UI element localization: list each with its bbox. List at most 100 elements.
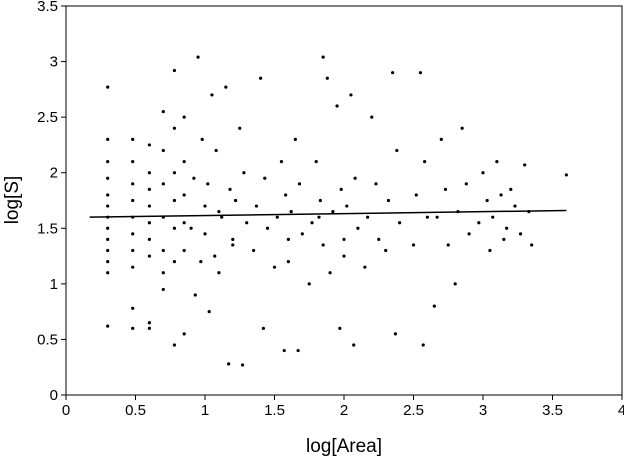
data-point [131,182,135,186]
data-point [231,243,235,247]
data-point [172,171,177,175]
data-point [286,237,290,241]
data-point [172,226,177,230]
y-tick-label: 0.5 [37,331,58,348]
data-point [192,176,196,180]
data-point [485,198,489,203]
data-point [228,187,232,191]
data-point [423,160,427,164]
data-point [425,215,429,219]
data-point [196,55,200,59]
data-point [245,221,249,225]
data-point [106,137,110,141]
data-point [352,343,356,347]
data-point [242,171,246,175]
data-point [335,104,339,108]
data-point [275,215,279,219]
data-point [172,126,177,130]
data-point [321,243,325,247]
data-point [432,304,436,308]
data-point [279,160,284,164]
data-point [206,182,210,186]
data-point [106,226,110,230]
data-point [131,232,135,236]
x-tick-label: 2.5 [403,402,424,419]
data-point [106,271,110,275]
data-point [265,226,270,230]
data-point [217,271,221,275]
y-tick-label: 1 [50,276,58,293]
data-point [353,176,357,180]
data-point [502,237,506,241]
data-point [131,248,135,253]
data-point [505,226,509,230]
data-point [349,93,353,97]
data-point [182,248,186,253]
x-tick-label: 0 [62,402,70,419]
data-point [217,210,221,214]
data-point [509,187,513,191]
data-point [282,348,286,353]
data-point [210,93,214,97]
data-point [254,204,259,208]
data-point [439,137,443,141]
data-point [289,210,293,214]
data-point [391,71,395,75]
data-point [366,215,370,219]
data-point [147,204,151,208]
data-point [460,126,464,130]
data-point [339,187,343,191]
data-point [286,260,290,264]
data-point [342,237,346,241]
x-tick-label: 3 [479,402,487,419]
data-point [395,148,399,153]
data-point [284,193,288,197]
data-point [106,176,110,180]
data-point [345,204,349,208]
data-point [338,326,342,330]
data-point [147,171,151,175]
data-point [106,160,110,164]
data-point [443,187,448,191]
data-point [477,221,481,225]
data-point [106,237,110,241]
data-point [523,163,527,167]
data-point [495,160,499,164]
data-point [398,221,402,225]
data-point [491,215,495,219]
data-point [499,193,503,197]
data-point [513,204,517,208]
x-tick-label: 2 [340,402,348,419]
data-point [393,332,398,336]
data-point [220,215,224,219]
data-point [386,198,391,203]
data-point [199,260,203,264]
data-point [131,137,135,141]
data-point [325,76,329,80]
data-point [488,248,492,253]
data-point [189,226,193,230]
data-point [172,198,177,203]
data-point [564,173,569,177]
data-point [530,243,534,247]
data-point [182,221,186,225]
data-point [377,237,381,241]
data-point [310,221,314,225]
data-point [147,321,151,325]
data-point [182,332,186,336]
data-point [131,198,135,203]
y-axis-title: log[S] [2,176,23,225]
data-point [224,85,228,89]
y-tick-label: 0 [50,387,58,404]
data-point [331,210,335,214]
data-point [259,76,263,80]
data-point [131,306,135,310]
data-point [131,326,135,330]
data-point [317,215,321,219]
data-point [231,237,235,241]
data-point [374,182,378,186]
data-point [131,265,135,269]
data-point [464,182,468,186]
data-point [272,265,277,269]
data-point [182,160,186,164]
